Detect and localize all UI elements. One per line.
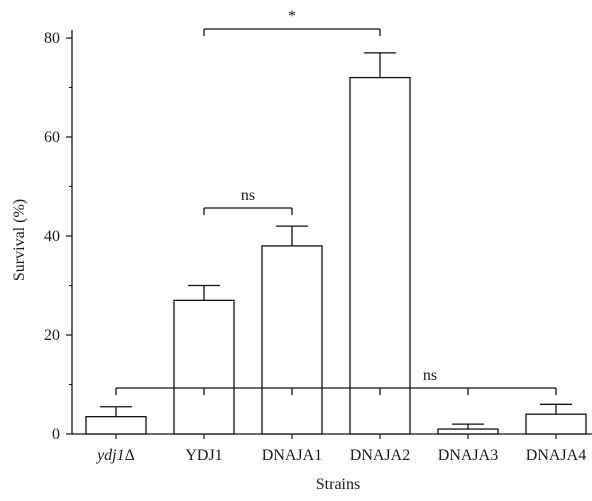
bars	[85, 52, 587, 435]
bar	[173, 299, 235, 435]
x-tick-label: DNAJA3	[438, 447, 498, 464]
y-tick-label: 40	[44, 228, 60, 245]
x-tick-label: DNAJA1	[262, 447, 322, 464]
bar	[349, 76, 411, 435]
x-axis-label: Strains	[316, 476, 360, 493]
bar	[437, 428, 499, 435]
x-tick-label: DNAJA4	[526, 447, 586, 464]
y-tick-label: 60	[44, 129, 60, 146]
x-tick-label: YDJ1	[185, 447, 222, 464]
bar	[85, 416, 147, 435]
axes: 0 20 40 60 80 ydj1Δ YDJ1 DNAJA1 DNAJA2 DNAJA3 DNAJ…	[44, 30, 592, 464]
significance-label: *	[288, 8, 296, 25]
bar	[261, 245, 323, 435]
y-tick-label: 80	[44, 30, 60, 47]
x-tick-label: ydj1Δ	[95, 447, 135, 464]
y-axis-label: Survival (%)	[11, 199, 28, 281]
significance-label: ns	[423, 367, 437, 384]
significance-annotations: * ns ns	[115, 8, 557, 395]
y-tick-label: 0	[52, 426, 60, 443]
x-tick-label: DNAJA2	[350, 447, 410, 464]
y-tick-label: 20	[44, 327, 60, 344]
bar	[525, 413, 587, 435]
significance-label: ns	[241, 187, 255, 204]
